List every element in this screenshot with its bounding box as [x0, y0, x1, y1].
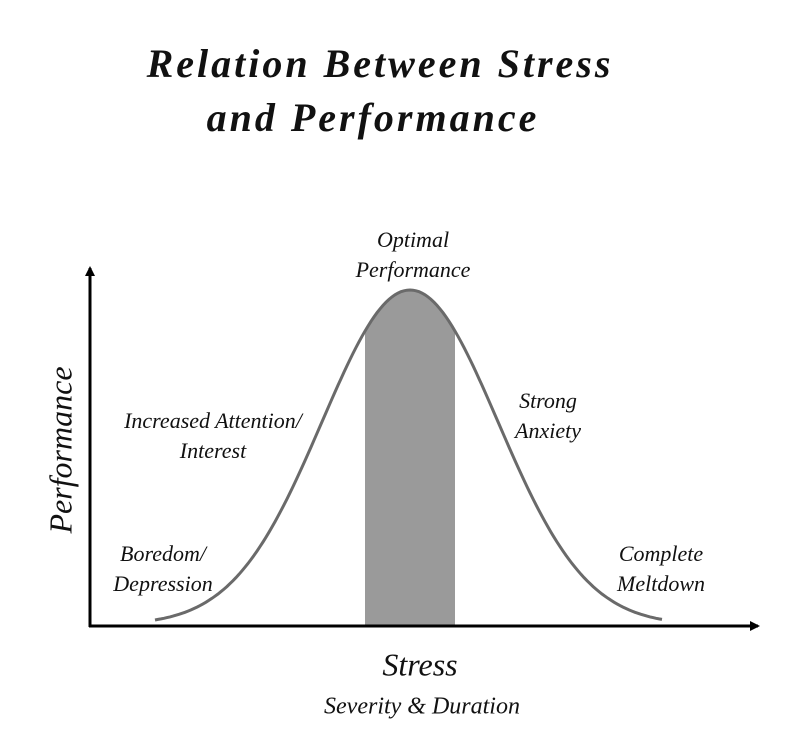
zone-label: Complete — [619, 541, 704, 566]
zone-label: Strong — [519, 388, 577, 413]
zone-label: Depression — [112, 571, 212, 596]
zone-label: Increased Attention/ — [123, 408, 304, 433]
zone-label: Meltdown — [616, 571, 705, 596]
zone-label: Anxiety — [513, 418, 581, 443]
title-line: Relation Between Stress — [146, 41, 614, 86]
y-axis-label: Performance — [42, 366, 78, 534]
x-axis-sublabel: Severity & Duration — [324, 694, 520, 720]
stress-curve — [154, 288, 663, 622]
zone-label: Performance — [355, 257, 471, 282]
zone-label: Interest — [179, 438, 247, 463]
optimal-zone — [365, 290, 455, 626]
zone-label: Optimal — [377, 227, 449, 252]
x-axis-label: Stress — [382, 646, 457, 682]
title-line: and Performance — [207, 95, 540, 140]
zone-label: Boredom/ — [120, 541, 208, 566]
